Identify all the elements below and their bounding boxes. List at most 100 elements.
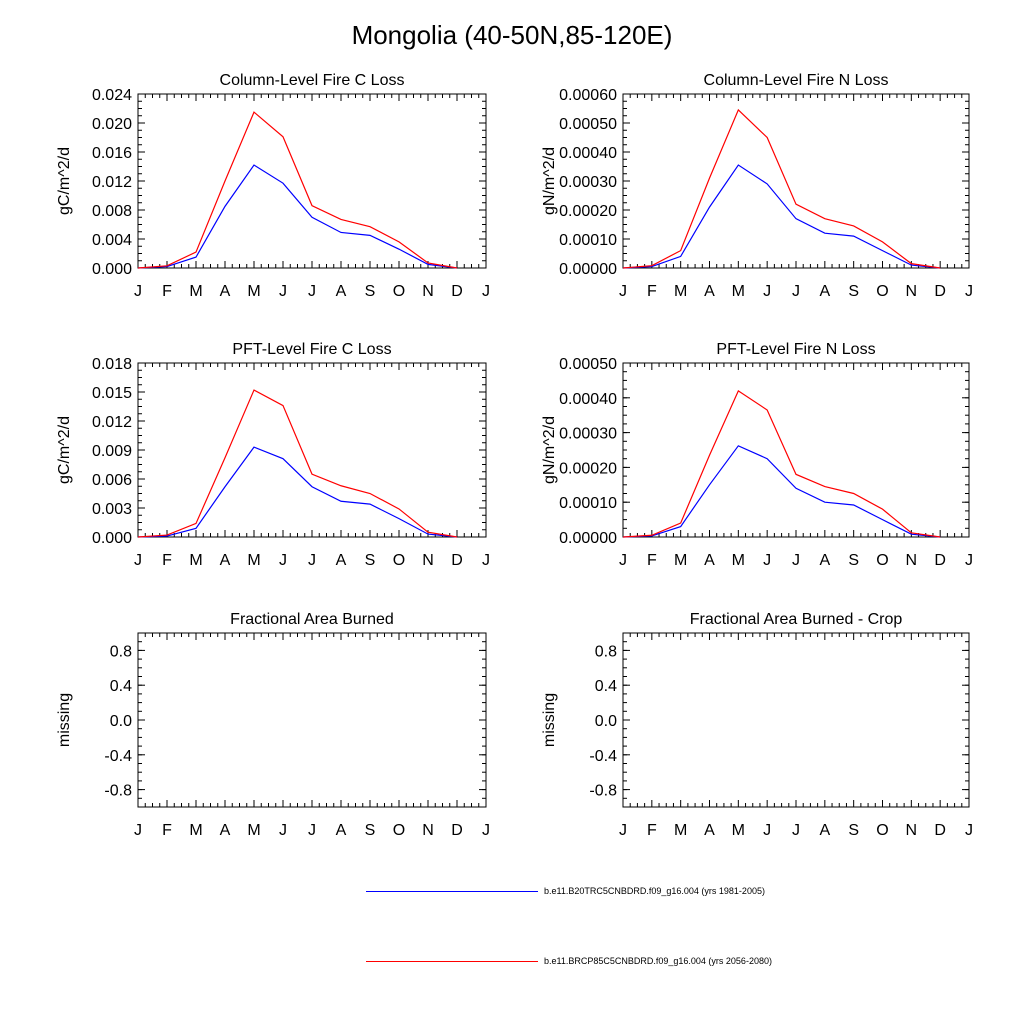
x-tick-label: S <box>365 283 376 300</box>
legend-entry-baseline: b.e11.B20TRC5CNBDRD.f09_g16.004 (yrs 198… <box>366 884 765 898</box>
y-tick-label: 0.00010 <box>559 232 617 249</box>
x-tick-label: J <box>482 283 490 300</box>
y-tick-label: 0.8 <box>595 643 617 660</box>
x-tick-label: J <box>792 283 800 300</box>
y-tick-label: 0.00000 <box>559 261 617 278</box>
x-tick-label: J <box>965 822 973 839</box>
legend-entry-future: b.e11.BRCP85C5CNBDRD.f09_g16.004 (yrs 20… <box>366 954 772 968</box>
x-tick-label: A <box>336 822 347 839</box>
x-tick-label: J <box>619 822 627 839</box>
x-tick-label: J <box>619 283 627 300</box>
y-axis-label: gC/m^2/d <box>56 147 73 215</box>
y-tick-label: 0.018 <box>92 356 132 373</box>
x-tick-label: J <box>308 822 316 839</box>
x-tick-label: F <box>162 822 172 839</box>
chart-title: PFT-Level Fire N Loss <box>716 341 875 358</box>
y-tick-label: 0.00050 <box>559 356 617 373</box>
x-tick-label: J <box>279 822 287 839</box>
series-line-future <box>622 389 941 538</box>
series-line-future <box>137 111 458 269</box>
chart-title: Column-Level Fire C Loss <box>220 72 405 89</box>
y-tick-label: 0.00010 <box>559 495 617 512</box>
x-tick-label: F <box>647 822 657 839</box>
y-tick-label: -0.8 <box>104 783 132 800</box>
x-tick-label: D <box>451 552 463 569</box>
plot-frame <box>622 93 970 269</box>
series-line-baseline <box>137 446 458 538</box>
x-tick-label: S <box>848 552 859 569</box>
x-tick-label: M <box>247 552 260 569</box>
x-tick-label: S <box>848 822 859 839</box>
x-tick-label: N <box>906 283 918 300</box>
y-tick-label: -0.4 <box>104 748 132 765</box>
x-tick-label: A <box>220 552 231 569</box>
x-tick-label: M <box>732 283 745 300</box>
x-tick-label: D <box>934 552 946 569</box>
x-tick-label: A <box>336 552 347 569</box>
series-line-future <box>137 389 458 538</box>
x-tick-label: J <box>965 283 973 300</box>
x-tick-label: D <box>451 283 463 300</box>
series-line-baseline <box>622 164 941 269</box>
x-tick-label: M <box>189 822 202 839</box>
x-tick-label: M <box>674 283 687 300</box>
x-tick-label: D <box>934 822 946 839</box>
y-tick-label: 0.015 <box>92 385 132 402</box>
x-tick-label: M <box>189 552 202 569</box>
x-tick-label: M <box>732 552 745 569</box>
y-tick-label: 0.00050 <box>559 116 617 133</box>
x-tick-label: J <box>965 552 973 569</box>
x-tick-label: J <box>482 552 490 569</box>
x-tick-label: J <box>792 822 800 839</box>
x-tick-label: D <box>451 822 463 839</box>
y-tick-label: 0.012 <box>92 174 132 191</box>
x-tick-label: J <box>763 283 771 300</box>
x-tick-label: J <box>134 822 142 839</box>
x-tick-label: N <box>422 552 434 569</box>
y-tick-label: 0.024 <box>92 87 132 104</box>
chart-title: Fractional Area Burned <box>230 611 394 628</box>
x-tick-label: A <box>220 283 231 300</box>
y-axis-label: gC/m^2/d <box>56 416 73 484</box>
x-tick-label: J <box>792 552 800 569</box>
chart-title: PFT-Level Fire C Loss <box>232 341 391 358</box>
y-tick-label: 0.00060 <box>559 87 617 104</box>
legend-swatch-baseline <box>366 890 538 892</box>
y-tick-label: 0.4 <box>595 678 617 695</box>
x-tick-label: O <box>876 283 888 300</box>
y-tick-label: 0.00000 <box>559 530 617 547</box>
y-tick-label: 0.00030 <box>559 174 617 191</box>
x-tick-label: A <box>819 552 830 569</box>
series-line-baseline <box>137 164 458 269</box>
y-tick-label: 0.4 <box>110 678 132 695</box>
x-tick-label: O <box>393 283 405 300</box>
x-tick-label: A <box>704 283 715 300</box>
y-tick-label: 0.00030 <box>559 426 617 443</box>
x-tick-label: S <box>848 283 859 300</box>
series-line-future <box>622 108 941 269</box>
x-tick-label: J <box>134 552 142 569</box>
x-tick-label: F <box>647 283 657 300</box>
plot-frame <box>622 362 970 538</box>
x-tick-label: A <box>819 822 830 839</box>
y-tick-label: 0.006 <box>92 472 132 489</box>
y-tick-label: 0.003 <box>92 501 132 518</box>
x-tick-label: J <box>308 552 316 569</box>
x-tick-label: A <box>336 283 347 300</box>
y-tick-label: 0.004 <box>92 232 132 249</box>
y-tick-label: 0.000 <box>92 261 132 278</box>
x-tick-label: O <box>876 822 888 839</box>
x-tick-label: N <box>422 283 434 300</box>
chart-title: Column-Level Fire N Loss <box>704 72 889 89</box>
y-tick-label: 0.00020 <box>559 460 617 477</box>
y-axis-label: gN/m^2/d <box>541 147 558 215</box>
x-tick-label: F <box>162 552 172 569</box>
x-tick-label: J <box>619 552 627 569</box>
y-tick-label: 0.8 <box>110 643 132 660</box>
x-tick-label: A <box>704 822 715 839</box>
x-tick-label: J <box>134 283 142 300</box>
y-tick-label: 0.012 <box>92 414 132 431</box>
